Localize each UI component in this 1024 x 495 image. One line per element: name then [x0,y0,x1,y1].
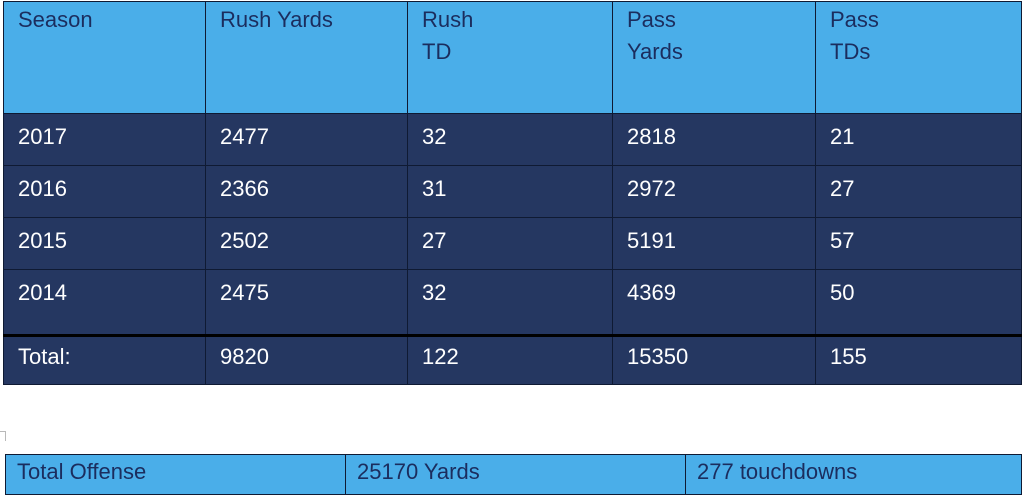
header-season: Season [3,1,206,114]
cell-rush-td: 31 [407,165,613,218]
cell-pass-tds: 21 [815,113,1022,166]
cell-rush-yards: 2502 [205,217,408,270]
cell-pass-tds: 27 [815,165,1022,218]
header-pass-yards: Pass Yards [612,1,816,114]
summary-row: Total Offense 25170 Yards 277 touchdowns [5,454,1022,495]
cell-pass-yards: 2818 [612,113,816,166]
table-row: 2015 2502 27 5191 57 [3,217,1022,270]
cell-rush-yards: 2366 [205,165,408,218]
total-label: Total: [3,334,206,385]
summary-touchdowns: 277 touchdowns [685,454,1022,495]
total-pass-yards: 15350 [612,334,816,385]
summary-label: Total Offense [5,454,346,495]
header-pass-yards-text: Pass Yards [627,7,683,64]
total-rush-td: 122 [407,334,613,385]
cell-pass-yards: 5191 [612,217,816,270]
header-row: Season Rush Yards Rush TD Pass Yards Pas… [3,1,1022,114]
header-rush-td-text: Rush TD [422,7,474,64]
cell-pass-yards: 2972 [612,165,816,218]
cell-rush-yards: 2475 [205,269,408,336]
cell-rush-yards: 2477 [205,113,408,166]
table-row: 2017 2477 32 2818 21 [3,113,1022,166]
cell-rush-td: 32 [407,113,613,166]
cell-rush-td: 32 [407,269,613,336]
header-pass-tds: Pass TDs [815,1,1022,114]
total-row: Total: 9820 122 15350 155 [3,334,1022,385]
summary-yards: 25170 Yards [345,454,686,495]
cell-pass-tds: 57 [815,217,1022,270]
header-rush-yards: Rush Yards [205,1,408,114]
cell-season: 2017 [3,113,206,166]
cell-rush-td: 27 [407,217,613,270]
cell-pass-tds: 50 [815,269,1022,336]
cell-season: 2015 [3,217,206,270]
header-pass-tds-text: Pass TDs [830,7,879,64]
season-stats-table: Season Rush Yards Rush TD Pass Yards Pas… [3,1,1022,385]
cell-pass-yards: 4369 [612,269,816,336]
cell-season: 2016 [3,165,206,218]
table-corner-marker [0,431,6,441]
header-rush-td: Rush TD [407,1,613,114]
total-offense-table: Total Offense 25170 Yards 277 touchdowns [5,454,1022,495]
table-row: 2016 2366 31 2972 27 [3,165,1022,218]
cell-season: 2014 [3,269,206,336]
total-pass-tds: 155 [815,334,1022,385]
table-row: 2014 2475 32 4369 50 [3,269,1022,336]
total-rush-yards: 9820 [205,334,408,385]
